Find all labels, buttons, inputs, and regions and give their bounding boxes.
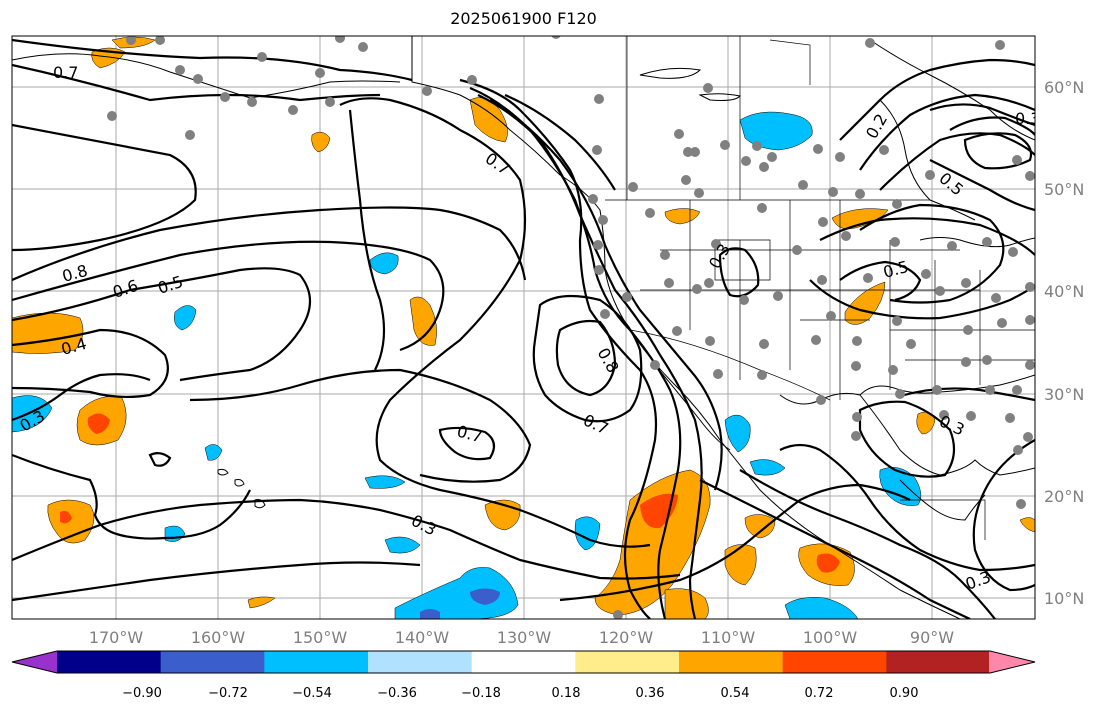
- strong-negative-fills: [420, 588, 500, 619]
- contour-label: 0.7: [482, 149, 514, 179]
- contour-label: 0.5: [155, 272, 185, 298]
- colorbar-tick-label: −0.90: [122, 686, 162, 701]
- station-markers: [107, 36, 1035, 619]
- lon-label: 120°W: [599, 628, 654, 647]
- colorbar-bin: [368, 651, 473, 673]
- lat-label: 60°N: [1044, 78, 1084, 97]
- colorbar-outline: [11, 650, 1036, 674]
- colorbar-bin: [160, 651, 265, 673]
- contour-label: 0.8: [594, 345, 623, 377]
- colorbar-bin: [679, 651, 784, 673]
- contour-lines: [12, 38, 1035, 619]
- colorbar: [11, 650, 1036, 674]
- colorbar-tick-label: 0.54: [721, 686, 750, 701]
- colorbar-bin: [471, 651, 576, 673]
- lon-label: 150°W: [293, 628, 348, 647]
- contour-label: 0.3: [705, 240, 734, 272]
- lat-label: 50°N: [1044, 180, 1084, 199]
- map-title: 2025061900 F120: [450, 9, 597, 28]
- colorbar-tick-label: −0.72: [208, 686, 248, 701]
- colorbar-tick-label: −0.18: [461, 686, 501, 701]
- lon-label: 100°W: [803, 628, 858, 647]
- latitude-labels: 60°N 50°N 40°N 30°N 20°N 10°N: [1044, 78, 1084, 608]
- lat-label: 10°N: [1044, 589, 1084, 608]
- negative-anomaly-fills: [12, 111, 922, 619]
- colorbar-tick-labels: −0.90 −0.72 −0.54 −0.36 −0.18 0.18 0.36 …: [122, 686, 918, 701]
- contour-label: 0.3: [1015, 109, 1040, 128]
- lat-label: 20°N: [1044, 487, 1084, 506]
- colorbar-extend-low: [12, 651, 58, 673]
- contour-label: 0.3: [963, 567, 993, 594]
- lon-label: 160°W: [191, 628, 246, 647]
- colorbar-bin: [264, 651, 369, 673]
- contour-label: 0.5: [881, 257, 911, 282]
- contour-label: 0.6: [110, 276, 140, 302]
- colorbar-extend-high: [989, 651, 1035, 673]
- colorbar-bin: [575, 651, 680, 673]
- colorbar-tick-label: 0.90: [890, 686, 919, 701]
- contour-label: 0.7: [455, 422, 485, 447]
- colorbar-tick-label: 0.36: [636, 686, 665, 701]
- strong-positive-fills: [60, 413, 840, 573]
- lat-label: 30°N: [1044, 385, 1084, 404]
- contour-label: 0.7: [580, 410, 611, 438]
- lat-label: 40°N: [1044, 282, 1084, 301]
- colorbar-tick-label: −0.54: [292, 686, 332, 701]
- lon-label: 140°W: [395, 628, 450, 647]
- lon-label: 90°W: [910, 628, 954, 647]
- colorbar-tick-label: 0.18: [552, 686, 581, 701]
- contour-label: 0.5: [935, 169, 967, 200]
- map-frame: [11, 35, 1036, 620]
- contour-label: 0.3: [408, 511, 439, 540]
- contour-label: 0.8: [60, 261, 90, 286]
- map-area: 0.7 0.8 0.6 0.5 0.4 0.3 0.7 0.8 0.7 0.7 …: [12, 36, 1040, 619]
- colorbar-bin: [886, 651, 991, 673]
- contour-label: 0.7: [53, 63, 78, 82]
- colorbar-bin: [782, 651, 887, 673]
- colorbar-bin: [57, 651, 162, 673]
- lon-label: 130°W: [497, 628, 552, 647]
- colorbar-tick-label: −0.36: [377, 686, 417, 701]
- longitude-labels: 170°W 160°W 150°W 140°W 130°W 120°W 110°…: [89, 628, 954, 647]
- lon-label: 110°W: [701, 628, 756, 647]
- lon-label: 170°W: [89, 628, 144, 647]
- colorbar-tick-label: 0.72: [805, 686, 834, 701]
